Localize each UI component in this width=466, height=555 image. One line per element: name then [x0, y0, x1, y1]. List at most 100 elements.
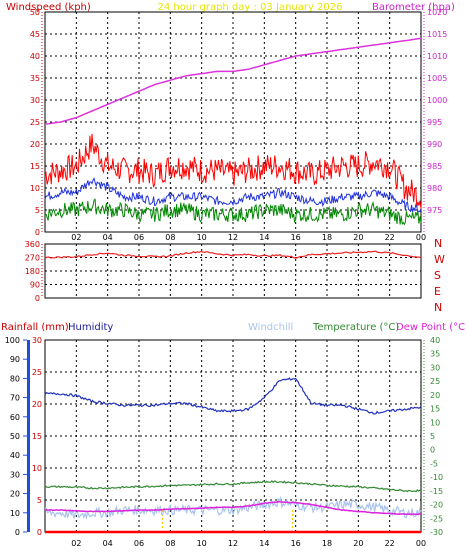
temperature-title: Temperature (°C) — [312, 322, 399, 333]
humidity-y-tick-label: 70 — [10, 394, 20, 403]
dewpoint-series-line — [45, 500, 421, 516]
barometer-y-tick-label: 990 — [427, 140, 442, 149]
x-tick-label: 04 — [103, 233, 113, 242]
barometer-y-tick-label: 1010 — [427, 52, 447, 61]
x-tick-label: 00 — [416, 233, 426, 242]
x-tick-label: 12 — [228, 539, 238, 548]
x-tick-label: 18 — [322, 233, 332, 242]
temperature-y-tick-label: 25 — [430, 377, 440, 386]
windspeed-title: Windspeed (kph) — [6, 2, 91, 13]
direction-y-tick-label: 270 — [25, 254, 40, 263]
compass-label: W — [434, 253, 445, 266]
barometer-y-tick-label: 1005 — [427, 74, 447, 83]
direction-y-tick-label: 90 — [30, 281, 40, 290]
windchill-title: Windchill — [248, 322, 293, 333]
rainfall-y-tick-label: 5 — [37, 496, 42, 505]
x-tick-label: 02 — [71, 233, 81, 242]
temperature-y-tick-label: 5 — [430, 432, 435, 441]
x-tick-label: 12 — [228, 233, 238, 242]
temperature-y-tick-label: 40 — [430, 336, 440, 345]
barometer-y-tick-label: 1020 — [427, 8, 447, 17]
direction-panel-marks — [44, 250, 422, 259]
barometer-title: Barometer (hpa) — [372, 2, 455, 13]
x-tick-label: 08 — [165, 233, 175, 242]
humidity-title: Humidity — [68, 322, 113, 333]
wind-direction-series-line — [44, 250, 422, 259]
humidity-y-tick-label: 40 — [10, 451, 20, 460]
humidity-axis-bar — [27, 340, 30, 532]
rainfall-title: Rainfall (mm) — [1, 322, 69, 333]
average-series-line — [44, 177, 422, 215]
rainfall-y-tick-label: 0 — [37, 528, 42, 537]
temperature-y-tick-label: 10 — [430, 418, 440, 427]
humidity-y-tick-label: 10 — [10, 509, 20, 518]
x-tick-label: 14 — [259, 539, 269, 548]
wind-y-tick-label: 50 — [30, 8, 40, 17]
humidity-y-tick-label: 20 — [10, 490, 20, 499]
x-tick-label: 04 — [103, 539, 113, 548]
rainfall-y-tick-label: 10 — [32, 464, 42, 473]
compass-label: N — [434, 237, 442, 250]
temperature-y-tick-label: -30 — [430, 528, 443, 537]
humidity-y-tick-label: 50 — [10, 432, 20, 441]
temperature-y-tick-label: -15 — [430, 487, 443, 496]
wind-y-tick-label: 10 — [30, 184, 40, 193]
wind-panel-ticks: 0510152025303540455097598098599099510001… — [30, 8, 448, 237]
x-tick-label: 08 — [165, 539, 175, 548]
wind-y-tick-label: 0 — [35, 228, 40, 237]
x-tick-label: 06 — [134, 539, 144, 548]
humidity-y-tick-label: 90 — [10, 355, 20, 364]
wind-y-tick-label: 5 — [35, 206, 40, 215]
x-tick-label: 00 — [416, 539, 426, 548]
direction-y-tick-label: 360 — [25, 240, 40, 249]
x-tick-label: 22 — [385, 539, 395, 548]
humidity-y-tick-label: 30 — [10, 470, 20, 479]
temperature-series-line — [44, 480, 422, 493]
temperature-y-tick-label: 15 — [430, 405, 440, 414]
wind-y-tick-label: 35 — [30, 74, 40, 83]
x-tick-label: 20 — [353, 539, 363, 548]
x-tick-label: 18 — [322, 539, 332, 548]
wind-y-tick-label: 25 — [30, 118, 40, 127]
barometer-y-tick-label: 1015 — [427, 30, 447, 39]
minimum-series-line — [44, 198, 422, 226]
dewpoint-title: Dew Point (°C) — [396, 322, 466, 333]
x-tick-label: 06 — [134, 233, 144, 242]
barometer-y-tick-label: 1000 — [427, 96, 447, 105]
wind-panel-grid: 02 04 06 08 10 12 14 16 18 20 22 00 — [45, 11, 426, 242]
temperature-y-tick-label: 30 — [430, 363, 440, 372]
wind-y-tick-label: 45 — [30, 30, 40, 39]
compass-label: E — [434, 285, 441, 298]
x-tick-label: 22 — [385, 233, 395, 242]
x-tick-label: 10 — [197, 233, 207, 242]
barometer-y-tick-label: 975 — [427, 206, 442, 215]
wind-y-tick-label: 20 — [30, 140, 40, 149]
rainfall-y-tick-label: 20 — [32, 400, 42, 409]
humidity-y-tick-label: 100 — [5, 336, 20, 345]
temperature-y-tick-label: -10 — [430, 473, 443, 482]
temperature-y-tick-label: 35 — [430, 350, 440, 359]
temperature-y-tick-label: -25 — [430, 514, 443, 523]
x-tick-label: 14 — [259, 233, 269, 242]
wind-y-tick-label: 40 — [30, 52, 40, 61]
windchill-series-line — [44, 495, 422, 521]
humidity-y-tick-label: 80 — [10, 374, 20, 383]
rainfall-y-tick-label: 30 — [32, 336, 42, 345]
barometer-series-line — [44, 37, 422, 125]
compass-label: N — [434, 301, 442, 314]
temperature-panel-grid: 02 04 06 08 10 12 14 16 18 20 22 00 — [45, 339, 426, 548]
barometer-y-tick-label: 980 — [427, 184, 442, 193]
wind-y-tick-label: 30 — [30, 96, 40, 105]
temperature-y-tick-label: -5 — [430, 459, 438, 468]
x-tick-label: 16 — [291, 233, 301, 242]
wind-y-tick-label: 15 — [30, 162, 40, 171]
direction-y-tick-label: 0 — [35, 294, 40, 303]
temperature-y-tick-label: 20 — [430, 391, 440, 400]
compass-label: S — [434, 269, 441, 282]
temperature-panel-marks — [44, 377, 422, 534]
graph-day-title: 24 hour graph day : 03 January 2026 — [158, 2, 343, 13]
humidity-series-line — [44, 377, 422, 415]
gust-series-line — [44, 133, 422, 209]
